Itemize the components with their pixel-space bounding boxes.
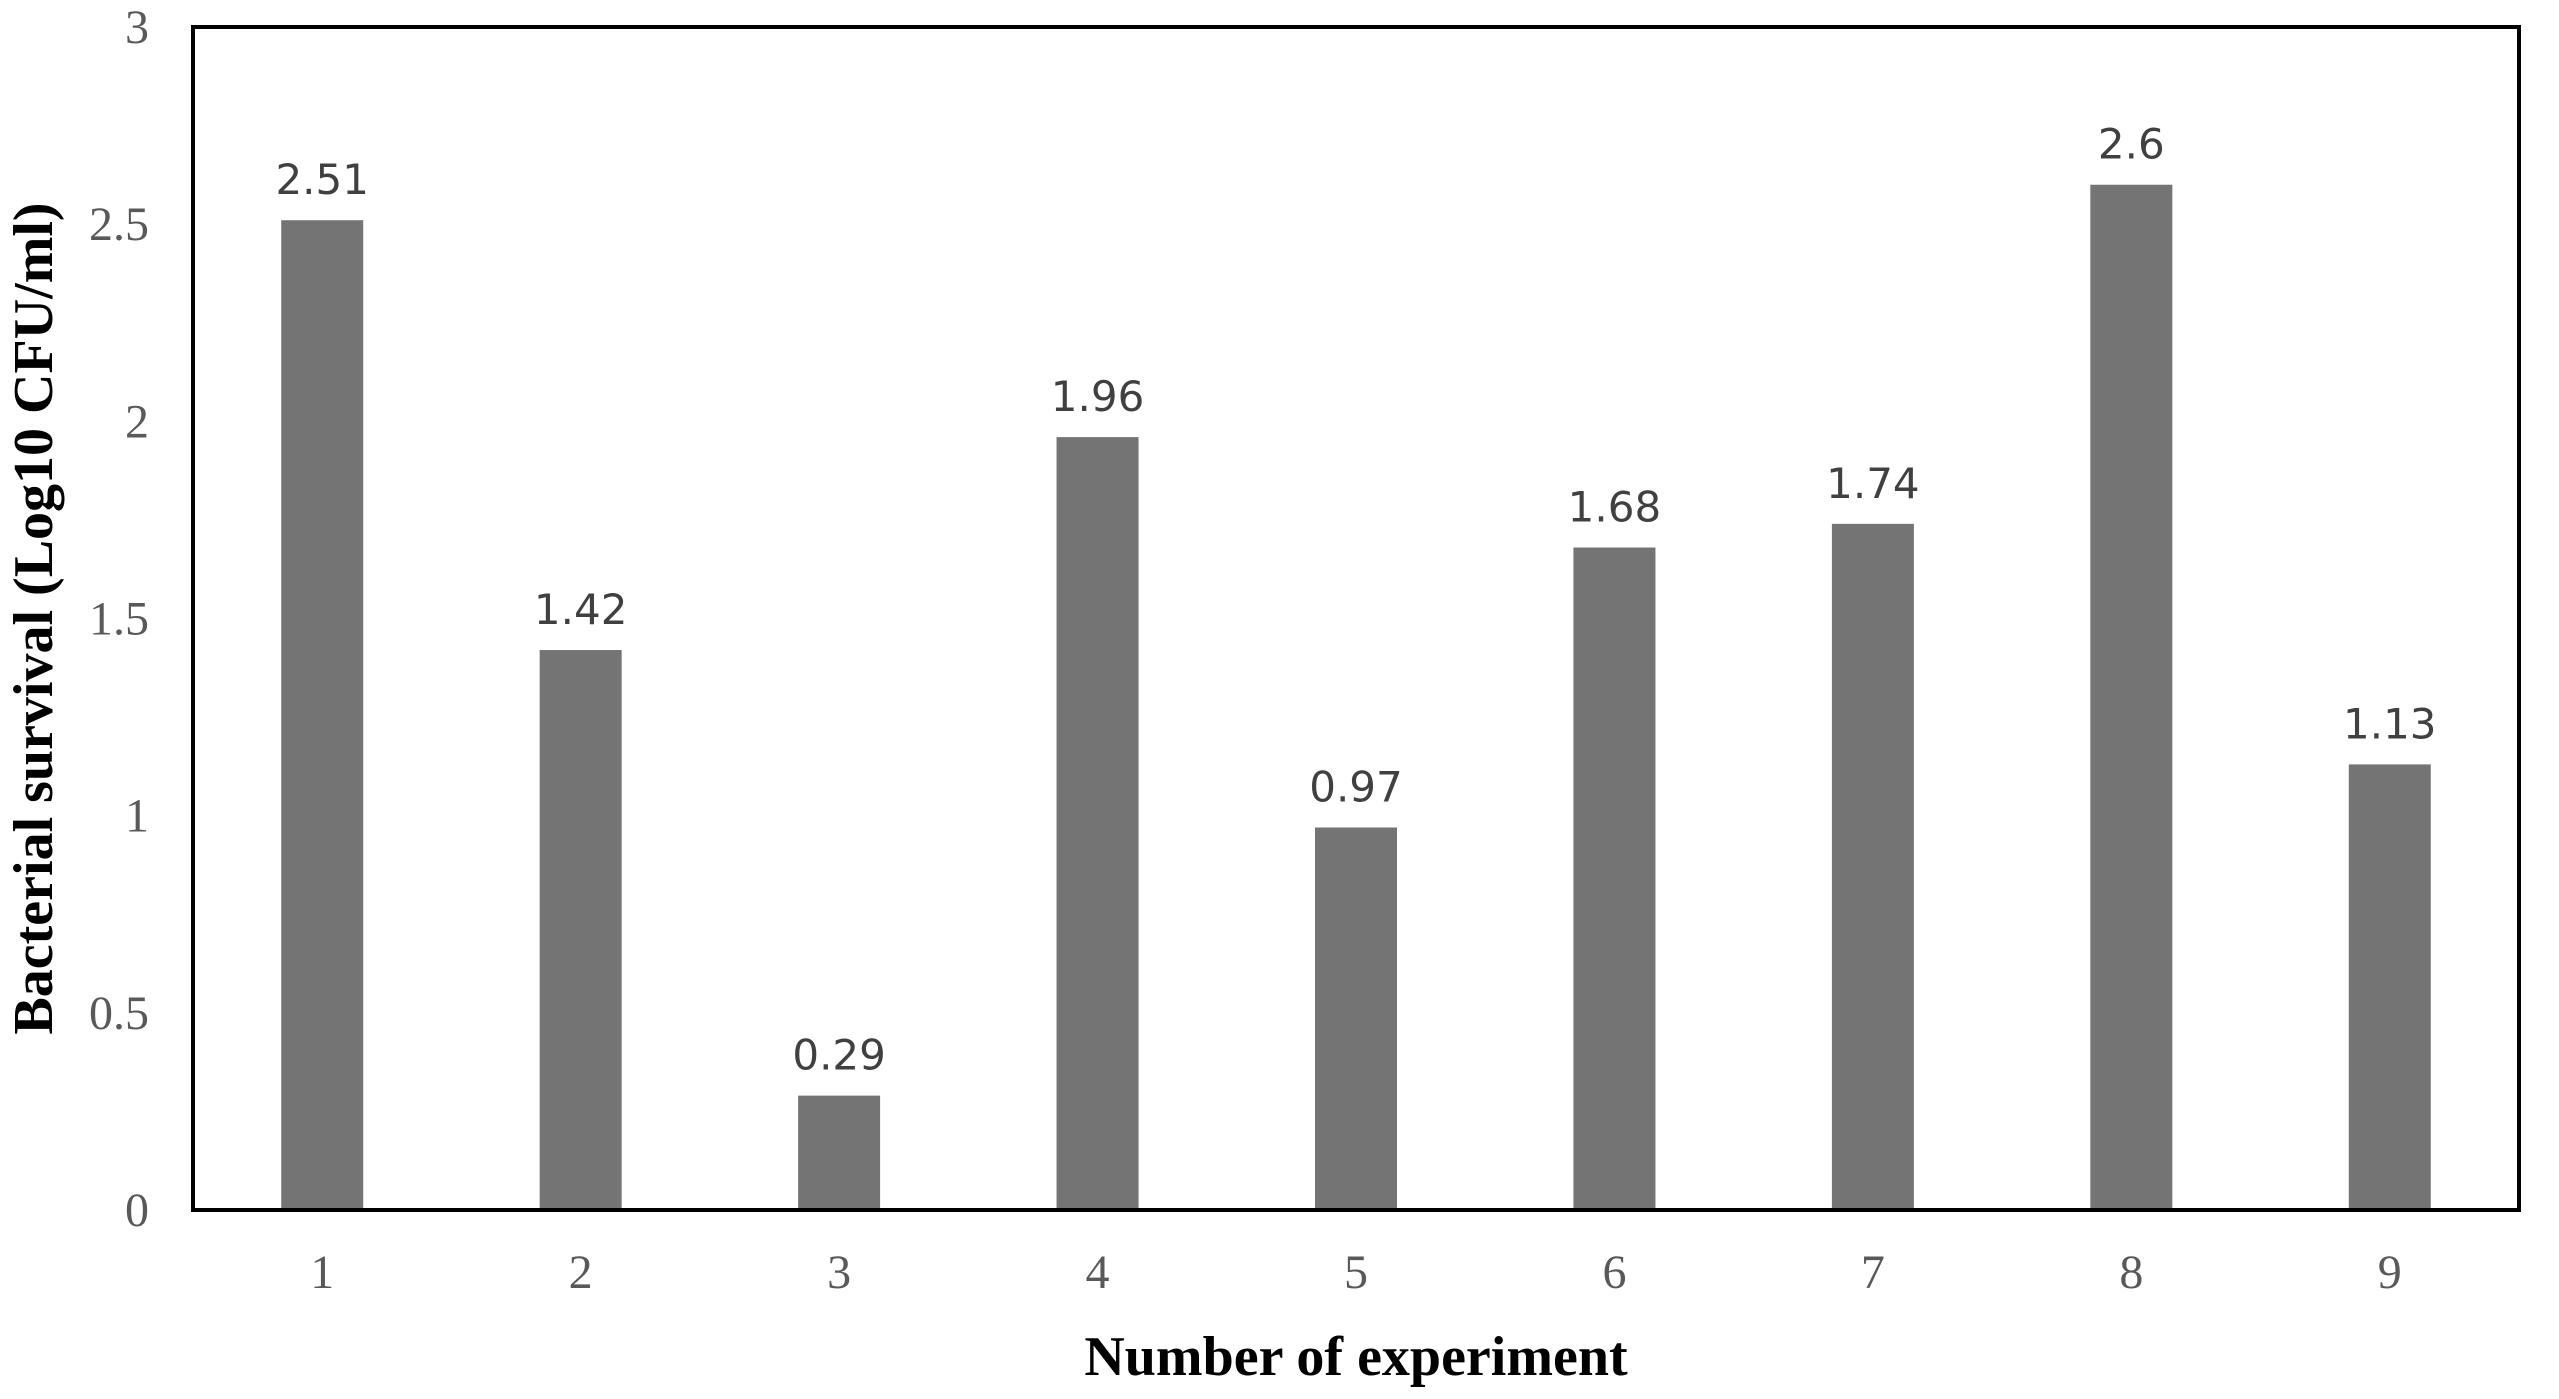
- x-tick-label-7: 7: [1861, 1246, 1885, 1299]
- x-axis-ticks: 1 2 3 4 5 6 7 8 9: [310, 1246, 2402, 1299]
- data-label-2: 1.42: [534, 585, 628, 634]
- data-label-8: 2.6: [2098, 120, 2165, 169]
- y-axis-title: Bacterial survival (Log10 CFU/ml): [3, 202, 65, 1034]
- bar-5: [1315, 827, 1397, 1210]
- bar-6: [1573, 547, 1656, 1210]
- data-label-4: 1.96: [1051, 372, 1145, 421]
- x-tick-label-1: 1: [310, 1246, 334, 1299]
- bar-4: [1056, 437, 1139, 1210]
- x-tick-label-5: 5: [1344, 1246, 1368, 1299]
- x-tick-label-3: 3: [827, 1246, 851, 1299]
- x-tick-label-2: 2: [569, 1246, 593, 1299]
- x-tick-label-9: 9: [2378, 1246, 2402, 1299]
- data-label-7: 1.74: [1826, 459, 1920, 508]
- bar-2: [539, 650, 622, 1210]
- bar-7: [1831, 523, 1914, 1210]
- y-tick-label: 1.5: [89, 593, 149, 646]
- x-tick-label-6: 6: [1602, 1246, 1626, 1299]
- y-tick-label: 1: [125, 790, 149, 843]
- y-tick-label: 2.5: [89, 198, 149, 251]
- bar-3: [798, 1095, 881, 1210]
- y-tick-label: 0.5: [89, 987, 149, 1040]
- y-tick-label: 2: [125, 395, 149, 448]
- y-tick-label: 3: [125, 1, 149, 54]
- y-tick-label: 0: [125, 1184, 149, 1237]
- data-labels-layer: 2.51 1.42 0.29 1.96 0.97 1.68 1.74 2.6 1.13: [275, 120, 2436, 1080]
- bar-8: [2090, 184, 2173, 1210]
- data-label-1: 2.51: [275, 155, 369, 204]
- x-axis-title: Number of experiment: [1084, 1326, 1628, 1388]
- x-tick-label-4: 4: [1086, 1246, 1110, 1299]
- bar-9: [2348, 764, 2431, 1210]
- plot-frame: [191, 25, 2521, 1212]
- y-axis-ticks: 0 0.5 1 1.5 2 2.5 3: [89, 1, 149, 1237]
- data-label-6: 1.68: [1568, 483, 1662, 532]
- x-tick-label-8: 8: [2119, 1246, 2143, 1299]
- data-label-9: 1.13: [2343, 699, 2437, 748]
- bar-1: [281, 220, 364, 1210]
- data-label-3: 0.29: [792, 1031, 886, 1080]
- bars-layer: [281, 184, 2431, 1210]
- data-label-5: 0.97: [1309, 762, 1403, 811]
